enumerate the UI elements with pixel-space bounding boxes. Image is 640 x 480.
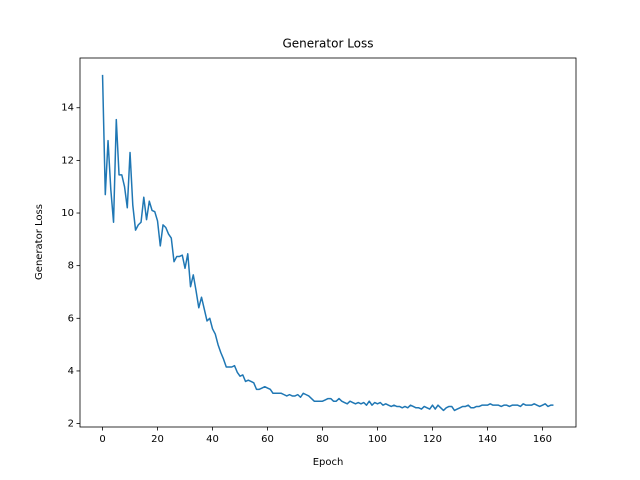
y-tick-label: 2 [68,419,74,430]
x-tick-label: 160 [533,434,552,445]
x-tick-label: 60 [261,434,274,445]
x-tick-label: 80 [316,434,329,445]
y-tick-label: 10 [61,208,74,219]
x-axis-label: Epoch [313,457,344,468]
y-tick-label: 4 [68,366,74,377]
y-tick-label: 12 [61,155,74,166]
x-tick-label: 120 [423,434,442,445]
data-line [101,74,554,412]
x-tick-label: 100 [368,434,387,445]
chart-title: Generator Loss [282,37,373,51]
y-axis-label: Generator Loss [34,204,45,280]
plot-frame [79,57,577,428]
y-tick-label: 14 [61,103,74,114]
x-tick-label: 20 [151,434,164,445]
y-tick-label: 6 [68,313,74,324]
x-tick-label: 0 [99,434,105,445]
x-tick-label: 140 [478,434,497,445]
x-tick-label: 40 [206,434,219,445]
y-tick-label: 8 [68,261,74,272]
